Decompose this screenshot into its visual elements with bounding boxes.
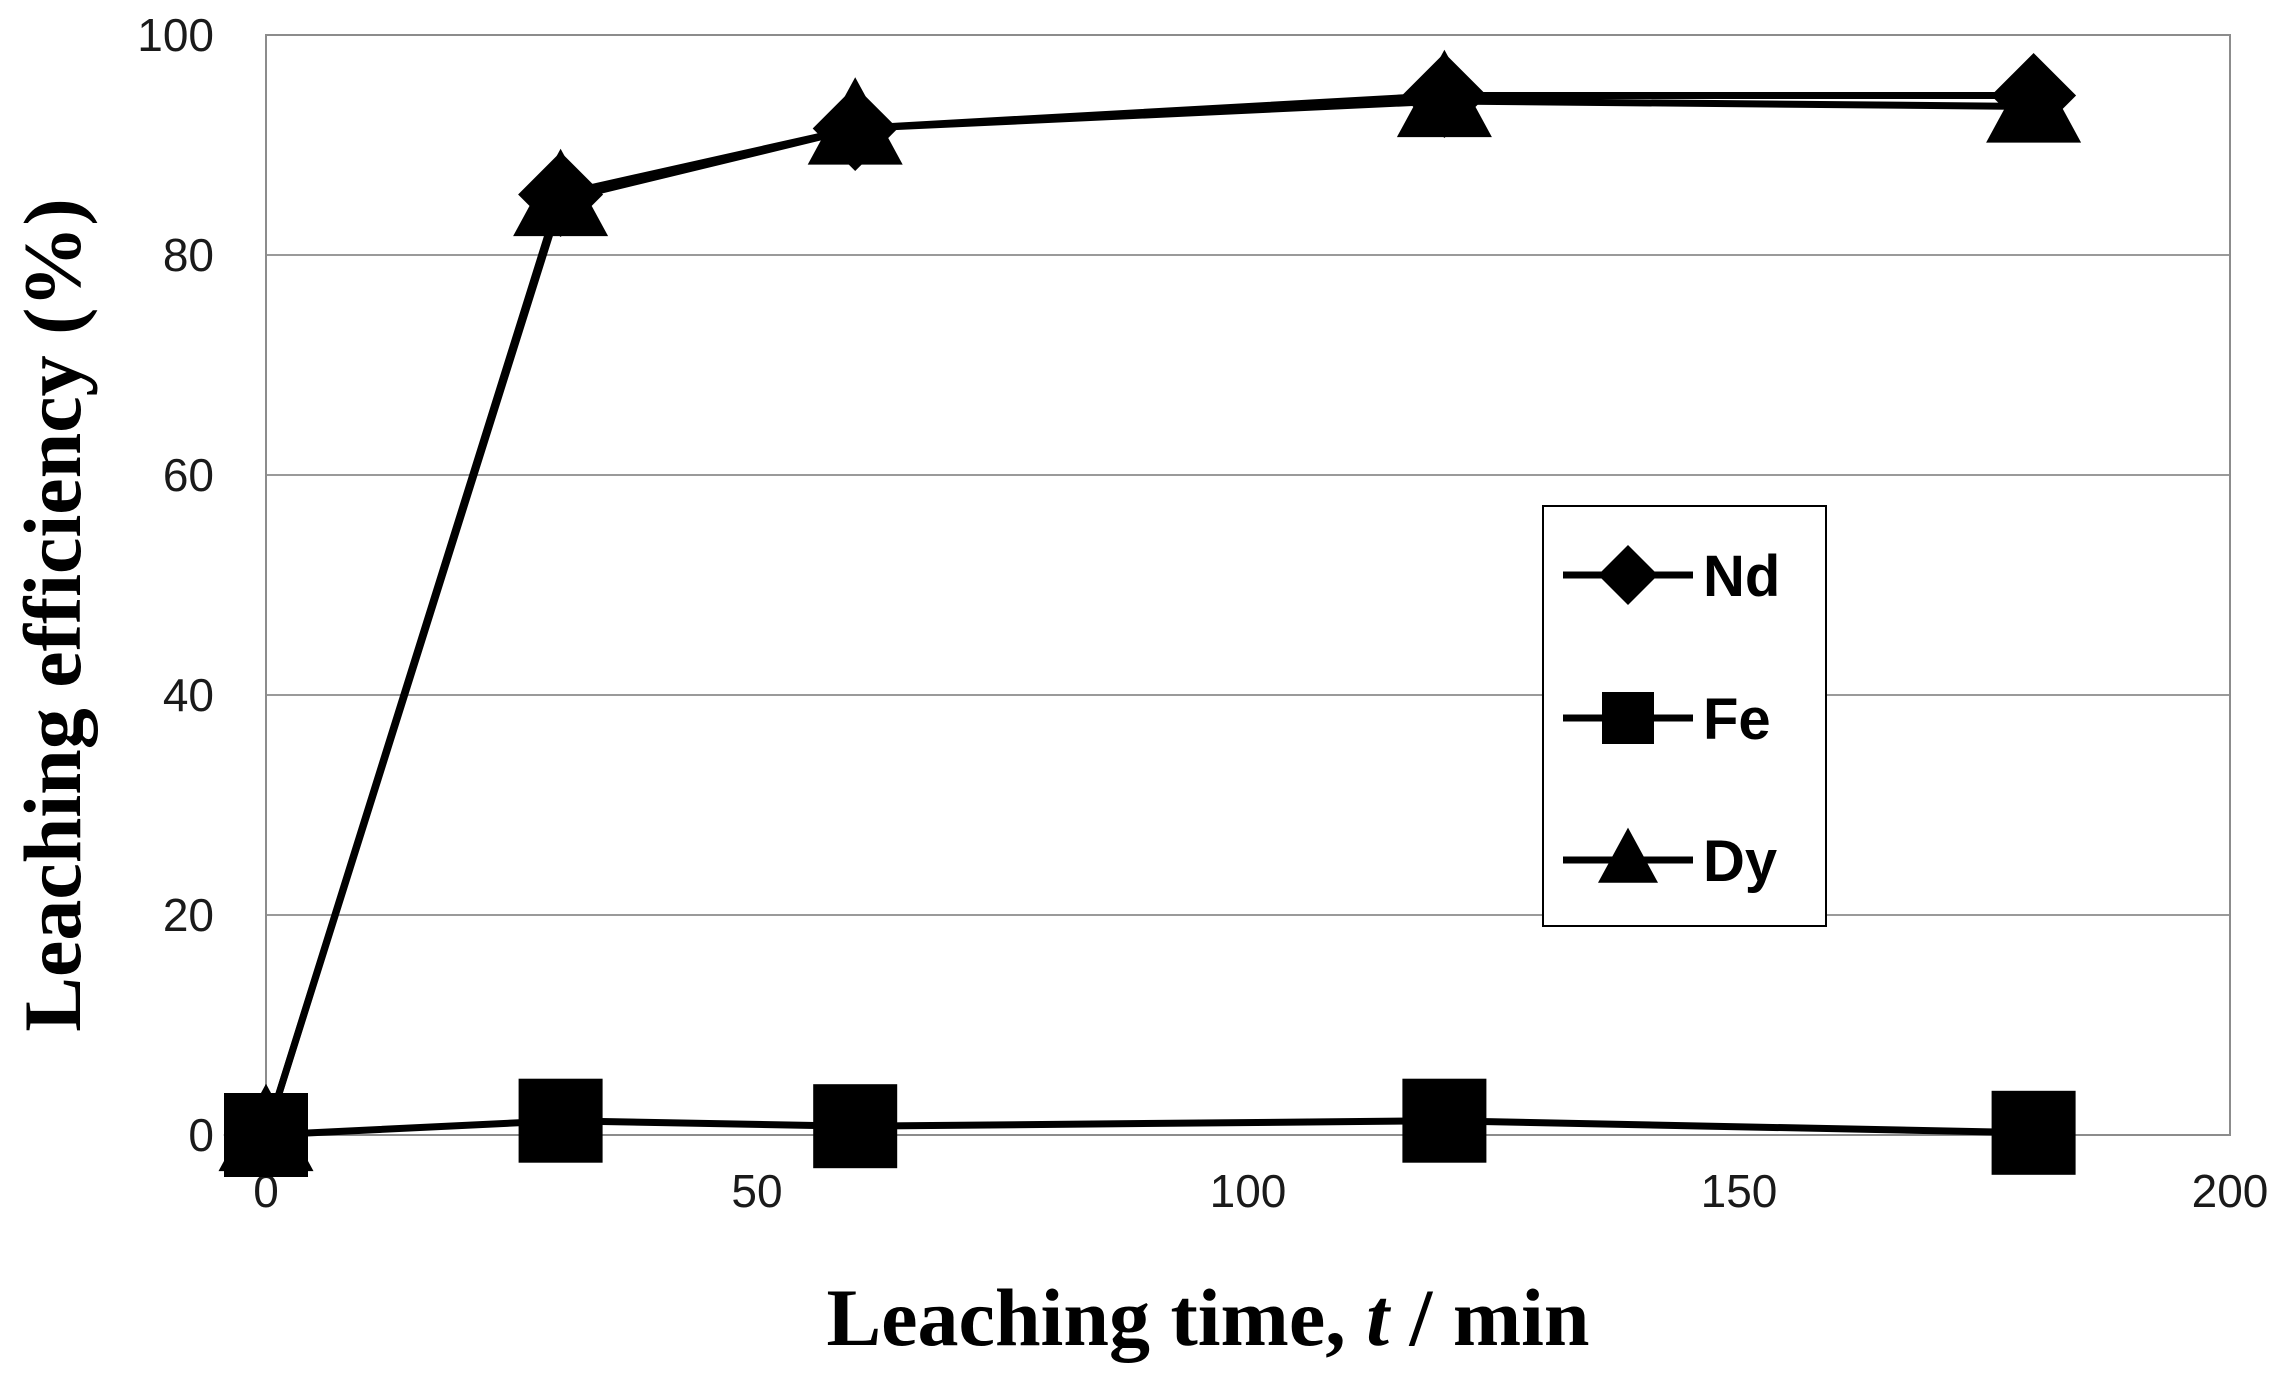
- x-tick-label: 200: [2192, 1165, 2269, 1217]
- y-axis-label: Leaching efficiency (%): [7, 198, 98, 1031]
- legend: Nd Fe Dy: [1542, 505, 1827, 927]
- x-tick-label: 150: [1701, 1165, 1778, 1217]
- x-axis-label-suffix: / min: [1389, 1272, 1589, 1363]
- legend-item-fe: Fe: [1563, 687, 1771, 752]
- data-point-dy: [1396, 49, 1492, 138]
- series-markers: [218, 49, 2082, 1178]
- data-point-dy: [218, 1083, 314, 1172]
- data-point-fe: [1991, 1090, 2076, 1175]
- legend-label: Nd: [1703, 544, 1780, 609]
- y-tick-label: 40: [163, 669, 214, 721]
- gridlines: [266, 254, 2230, 916]
- legend-marker-square: [1602, 692, 1654, 744]
- legend-marker-triangle: [1598, 827, 1658, 883]
- x-axis-label-prefix: Leaching time,: [826, 1272, 1366, 1363]
- data-point-fe: [1402, 1078, 1487, 1163]
- x-axis-label: Leaching time, t / min: [826, 1272, 1589, 1363]
- y-tick-label: 20: [163, 889, 214, 941]
- data-point-dy: [807, 77, 903, 165]
- y-tick-label: 60: [163, 449, 214, 501]
- data-point-dy: [1986, 55, 2082, 143]
- legend-label: Fe: [1703, 687, 1771, 752]
- x-tick-label: 100: [1210, 1165, 1287, 1217]
- y-axis-ticks: 0 20 40 60 80 100: [137, 9, 214, 1161]
- legend-item-dy: Dy: [1563, 827, 1777, 894]
- y-tick-label: 100: [137, 9, 214, 61]
- data-point-dy: [513, 148, 609, 237]
- legend-item-nd: Nd: [1563, 544, 1780, 609]
- data-point-fe: [813, 1084, 898, 1169]
- legend-label: Dy: [1703, 829, 1777, 894]
- y-tick-label: 80: [163, 229, 214, 281]
- y-tick-label: 0: [188, 1109, 214, 1161]
- data-point-fe: [518, 1078, 603, 1163]
- x-axis-label-variable: t: [1366, 1272, 1391, 1363]
- x-axis-ticks: 0 50 100 150 200: [253, 1165, 2268, 1217]
- legend-marker-diamond: [1598, 545, 1658, 605]
- plot-area-border: [265, 34, 2231, 1136]
- x-tick-label: 50: [731, 1165, 782, 1217]
